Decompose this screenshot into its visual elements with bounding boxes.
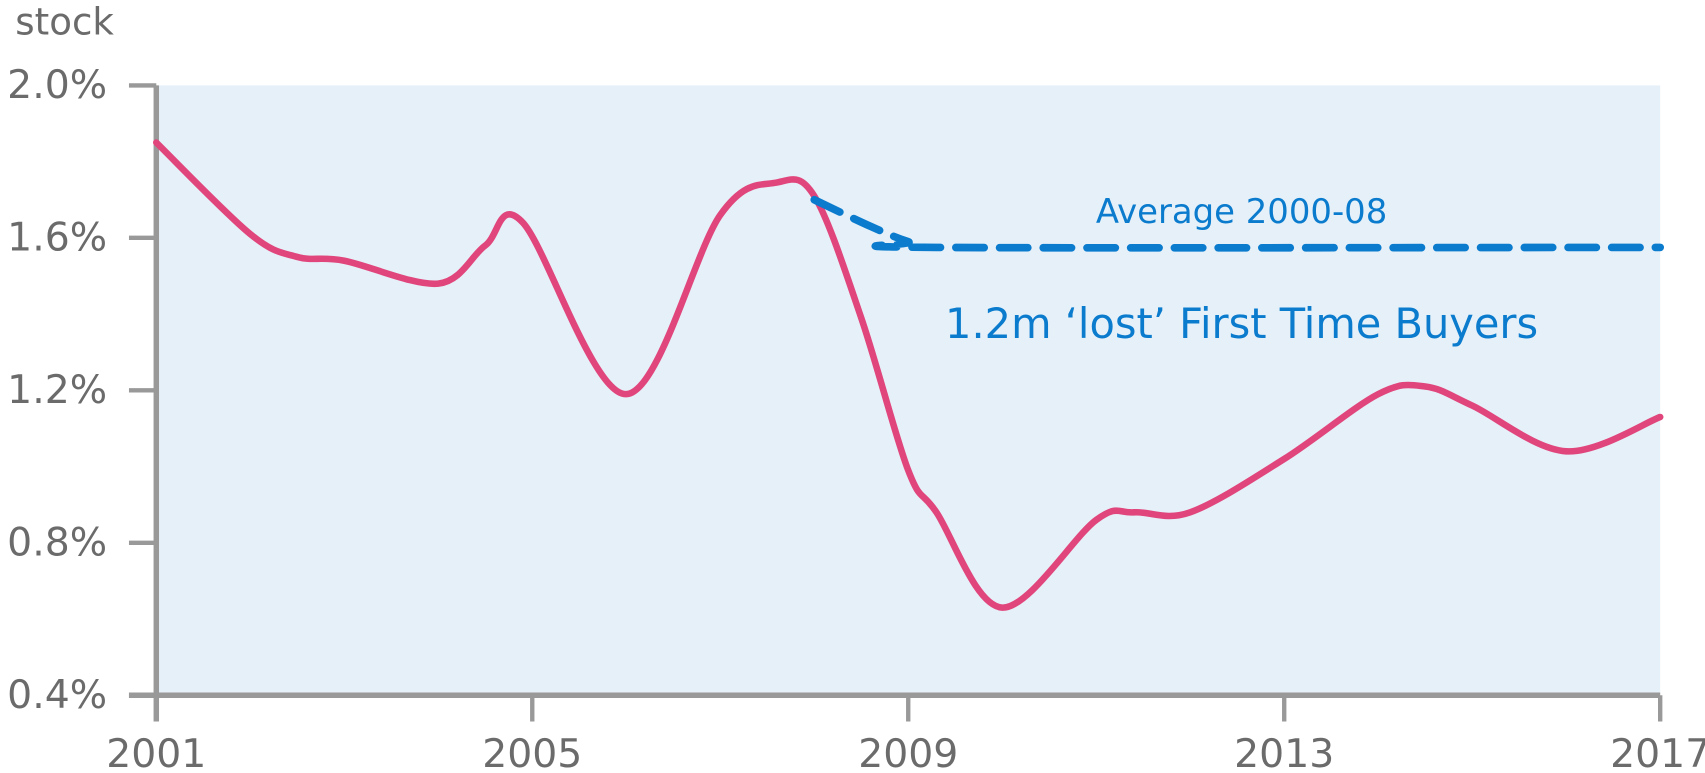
line [810,195,1665,252]
line [153,139,1664,611]
x-tick-label: 2017 [1610,731,1705,773]
x-tick-label: 2013 [1234,731,1334,773]
annotation: 1.2m ‘lost’ First Time Buyers [945,299,1538,348]
series-label: Average 2000-08 [1096,192,1387,231]
x-tick-label: 2009 [858,731,958,773]
y-tick-label: 1.6% [7,215,107,261]
y-tick-label: 2.0% [7,62,107,108]
y-tick-label: 1.2% [7,367,107,413]
y-tick-label: 0.8% [7,519,107,565]
x-tick-label: 2001 [106,731,206,773]
x-tick-label: 2005 [482,731,582,773]
y-axis-label: stock [15,1,114,44]
plot-background [156,85,1661,696]
y-tick-label: 0.4% [7,672,107,718]
